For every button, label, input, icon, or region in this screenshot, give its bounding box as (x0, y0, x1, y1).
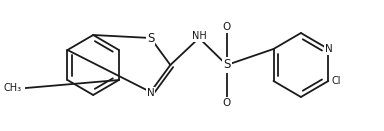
Text: S: S (223, 59, 230, 72)
Text: O: O (223, 98, 231, 108)
Text: N: N (325, 44, 333, 54)
Text: Cl: Cl (331, 76, 341, 86)
Text: N: N (147, 88, 154, 98)
Text: NH: NH (192, 31, 207, 41)
Text: CH₃: CH₃ (4, 83, 22, 93)
Text: S: S (147, 31, 154, 45)
Text: O: O (223, 22, 231, 32)
